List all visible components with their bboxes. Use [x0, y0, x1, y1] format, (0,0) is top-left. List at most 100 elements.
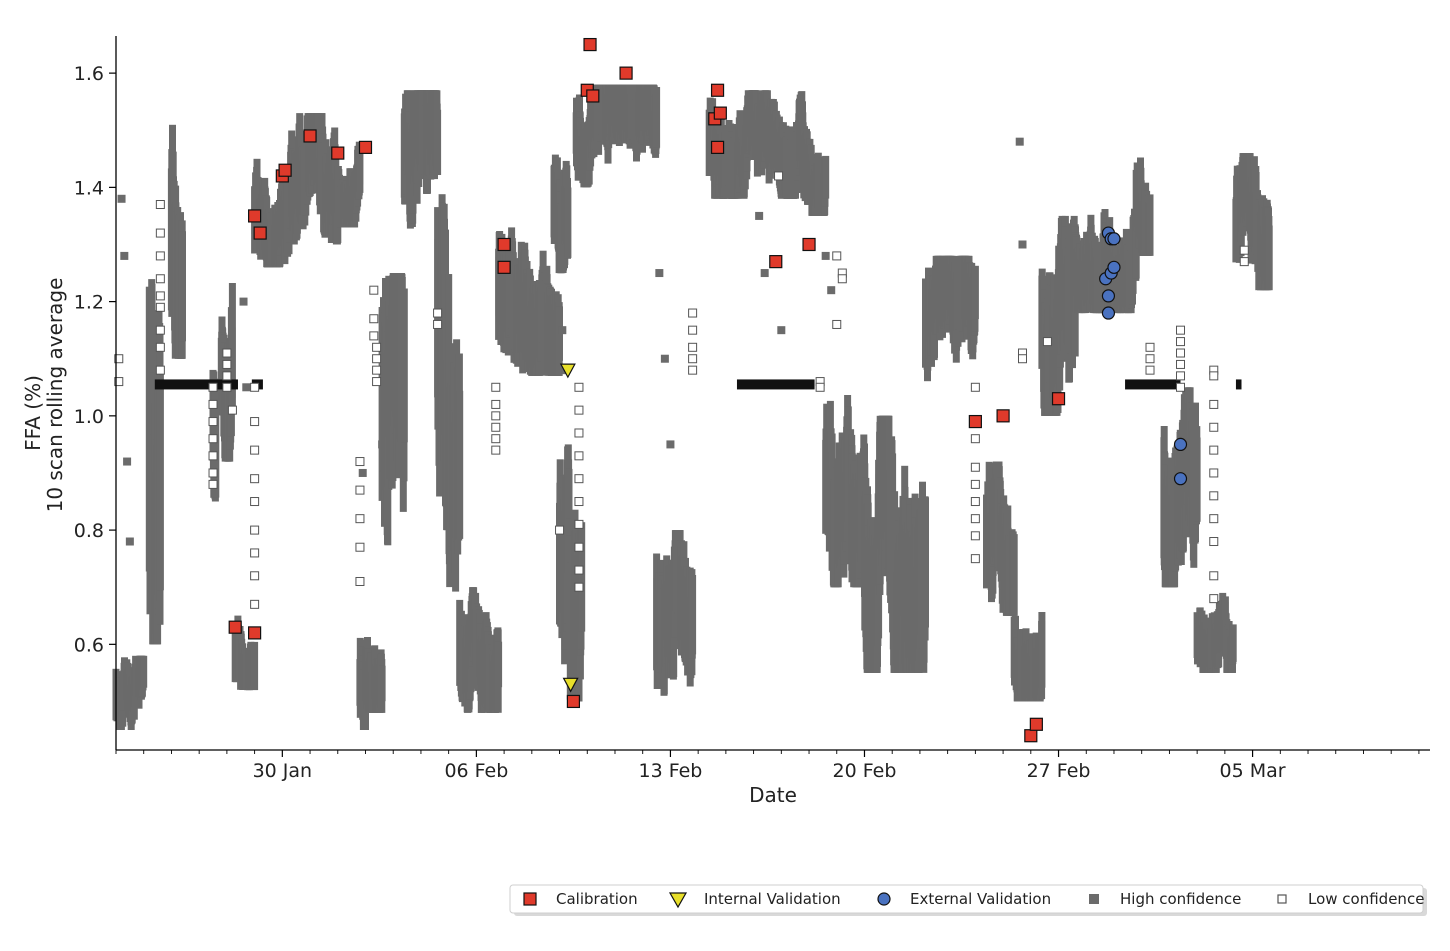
- low-confidence-mark: [155, 274, 165, 284]
- low-confidence-mark: [155, 251, 165, 261]
- low-confidence-mark: [1209, 537, 1219, 547]
- high-confidence-mark: [578, 522, 586, 632]
- low-confidence-mark: [369, 285, 379, 295]
- high-confidence-mark: [666, 440, 675, 449]
- low-confidence-mark: [1176, 325, 1186, 335]
- low-confidence-mark: [155, 228, 165, 238]
- low-confidence-mark: [1209, 371, 1219, 381]
- x-tick-label: 06 Feb: [444, 760, 508, 782]
- gap-lines: [154, 379, 1242, 390]
- low-confidence-mark: [574, 474, 584, 484]
- high-confidence-mark: [251, 641, 259, 690]
- low-confidence-mark: [208, 399, 218, 409]
- high-confidence-mark: [1193, 437, 1201, 522]
- high-confidence-mark: [156, 370, 164, 591]
- high-confidence-mark: [760, 269, 769, 278]
- low-confidence-mark: [574, 542, 584, 552]
- low-confidence-mark: [208, 451, 218, 461]
- high-confidence-mark: [564, 187, 572, 258]
- low-confidence-mark: [970, 434, 980, 444]
- low-confidence-mark: [222, 348, 232, 358]
- low-confidence-mark: [574, 497, 584, 507]
- high-confidence-mark: [971, 265, 979, 320]
- low-confidence-mark: [1209, 422, 1219, 432]
- legend-high-confidence-icon: [1089, 894, 1099, 904]
- high-confidence-mark: [1132, 230, 1140, 279]
- high-confidence-mark: [1229, 624, 1237, 662]
- y-tick-label: 1.4: [74, 177, 104, 199]
- high-confidence-mark: [378, 665, 386, 702]
- high-confidence-mark: [434, 109, 442, 175]
- low-confidence-mark: [155, 342, 165, 352]
- high-confidence-mark: [827, 286, 836, 295]
- calibration-mark: [278, 163, 292, 177]
- low-confidence-mark: [250, 525, 260, 535]
- high-confidence-mark: [1010, 534, 1018, 616]
- y-tick-label: 1.2: [74, 292, 104, 314]
- high-confidence-mark: [922, 497, 929, 628]
- low-confidence-mark: [250, 417, 260, 427]
- legend-label: Calibration: [556, 890, 638, 908]
- x-tick-label: 20 Feb: [833, 760, 897, 782]
- calibration-mark: [802, 237, 816, 252]
- high-confidence-marks: [112, 84, 1273, 730]
- low-confidence-mark: [250, 382, 260, 392]
- low-confidence-mark: [970, 497, 980, 507]
- external-validation-mark: [1107, 260, 1121, 274]
- calibration-mark: [583, 37, 597, 52]
- low-confidence-mark: [688, 354, 698, 364]
- high-confidence-mark: [822, 155, 830, 199]
- low-confidence-mark: [250, 474, 260, 484]
- high-confidence-mark: [689, 575, 697, 655]
- x-tick-label: 30 Jan: [253, 760, 313, 782]
- no-data-gap-line: [154, 379, 238, 390]
- legend-label: Internal Validation: [704, 890, 841, 908]
- calibration-mark: [769, 255, 783, 269]
- low-confidence-mark: [1239, 245, 1249, 255]
- low-confidence-mark: [491, 399, 501, 409]
- y-tick-label: 1.0: [74, 406, 104, 428]
- legend: Calibration Internal Validation External V…: [509, 884, 1427, 916]
- low-confidence-mark: [372, 342, 382, 352]
- low-confidence-mark: [574, 565, 584, 575]
- calibration-mark: [1024, 729, 1038, 743]
- calibration-mark: [228, 620, 242, 634]
- low-confidence-mark: [491, 445, 501, 455]
- low-confidence-mark: [227, 405, 237, 415]
- high-confidence-mark: [117, 194, 126, 203]
- calibration-mark: [248, 209, 262, 223]
- x-tick-label: 13 Feb: [639, 760, 703, 782]
- low-confidence-mark: [114, 377, 124, 387]
- high-confidence-mark: [1015, 137, 1024, 146]
- high-confidence-mark: [242, 383, 251, 392]
- low-confidence-mark: [574, 582, 584, 592]
- low-confidence-mark: [491, 411, 501, 421]
- legend-label: High confidence: [1120, 890, 1241, 908]
- low-confidence-mark: [1176, 371, 1186, 381]
- low-confidence-mark: [688, 365, 698, 375]
- x-tick-label: 05 Mar: [1220, 760, 1286, 782]
- low-confidence-mark: [1145, 354, 1155, 364]
- high-confidence-mark: [125, 537, 134, 546]
- legend-low-confidence-icon: [1277, 894, 1287, 904]
- low-confidence-mark: [355, 514, 365, 524]
- low-confidence-mark: [574, 519, 584, 529]
- low-confidence-mark: [250, 445, 260, 455]
- low-confidence-mark: [815, 382, 825, 392]
- low-confidence-mark: [688, 308, 698, 318]
- low-confidence-mark: [208, 382, 218, 392]
- high-confidence-mark: [660, 354, 669, 363]
- calibration-mark: [710, 140, 725, 154]
- low-confidence-mark: [1176, 359, 1186, 369]
- low-confidence-mark: [555, 525, 565, 535]
- legend-internal-validation-icon: [668, 892, 688, 909]
- low-confidence-mark: [222, 359, 232, 369]
- x-tick-label: 27 Feb: [1027, 760, 1091, 782]
- high-confidence-mark: [495, 641, 503, 688]
- low-confidence-mark: [970, 514, 980, 524]
- calibration-mark: [713, 106, 727, 120]
- calibration-marks: [228, 37, 1066, 743]
- calibration-mark: [996, 409, 1010, 423]
- low-confidence-mark: [970, 462, 980, 472]
- calibration-mark: [253, 226, 267, 240]
